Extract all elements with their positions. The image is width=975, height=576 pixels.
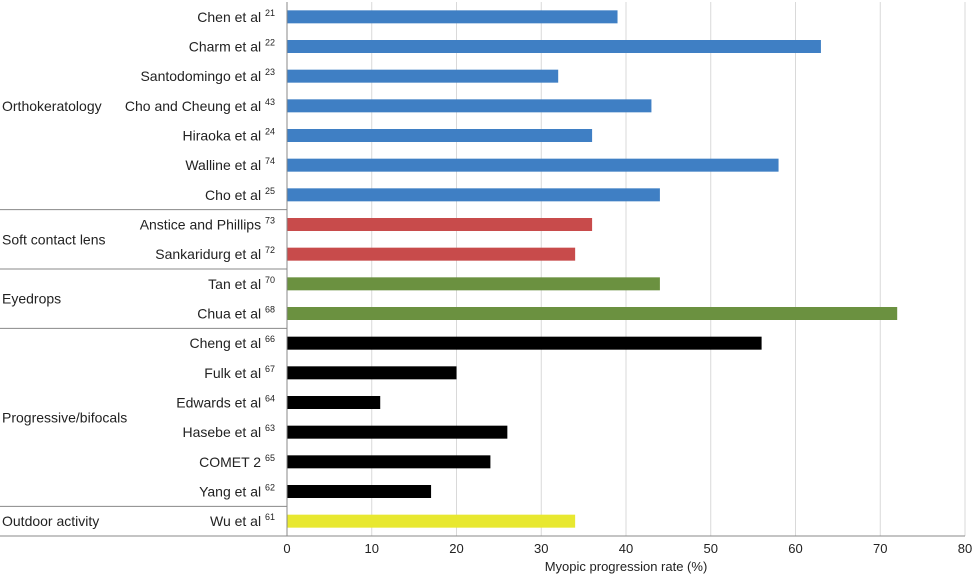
study-label: Chua et al 68 (197, 305, 275, 322)
x-tick-label: 0 (283, 541, 290, 556)
study-reference: 43 (265, 97, 275, 107)
group-separators (0, 209, 287, 537)
x-tick-label: 40 (619, 541, 633, 556)
study-label: Walline et al 74 (185, 156, 275, 173)
x-tick-label: 30 (534, 541, 548, 556)
study-label: Edwards et al 64 (176, 394, 275, 411)
study-name: Chua et al (197, 306, 265, 322)
study-label: Hasebe et al 63 (182, 423, 275, 440)
group-label: Outdoor activity (2, 513, 99, 529)
bar (287, 158, 779, 172)
study-label: COMET 2 65 (199, 453, 275, 470)
study-label: Anstice and Phillips 73 (140, 216, 275, 233)
group-label: Soft contact lens (2, 231, 106, 247)
study-reference: 64 (265, 394, 275, 404)
bar (287, 188, 660, 202)
study-reference: 68 (265, 305, 275, 315)
bar (287, 396, 381, 409)
study-label: Sankaridurg et al 72 (155, 245, 275, 262)
study-label: Yang et al 62 (199, 483, 275, 500)
bar (287, 247, 576, 261)
study-label: Hiraoka et al 24 (183, 127, 276, 144)
study-reference: 23 (265, 67, 275, 77)
study-name: Yang et al (199, 484, 265, 500)
group-labels: Orthokeratology Soft contact lens Eyedrops… (2, 98, 127, 529)
study-name: Cheng et al (189, 335, 265, 351)
study-reference: 21 (265, 8, 275, 18)
study-reference: 25 (265, 186, 275, 196)
study-label: Fulk et al 67 (204, 364, 275, 381)
bar (287, 218, 593, 231)
study-name: Fulk et al (204, 365, 265, 381)
bar (287, 485, 432, 498)
study-label: Santodomingo et al 23 (140, 67, 275, 84)
bar (287, 277, 660, 291)
study-label: Charm et al 22 (189, 38, 275, 55)
group-label: Orthokeratology (2, 98, 102, 114)
x-tick-label: 70 (873, 541, 887, 556)
study-reference: 24 (265, 127, 275, 137)
study-label: Tan et al 70 (208, 275, 275, 292)
study-reference: 74 (265, 156, 275, 166)
x-tick-label: 50 (704, 541, 718, 556)
study-name: Edwards et al (176, 395, 265, 411)
bar (287, 455, 491, 469)
study-name: Sankaridurg et al (155, 246, 265, 262)
study-reference: 61 (265, 512, 275, 522)
x-axis: 0 10 20 30 40 50 60 70 80 (283, 2, 972, 556)
study-label: Chen et al 21 (197, 8, 275, 25)
study-reference: 22 (265, 38, 275, 48)
bars (287, 10, 898, 528)
study-reference: 73 (265, 216, 275, 226)
bar (287, 425, 508, 439)
bar (287, 336, 762, 350)
bar (287, 307, 898, 320)
study-name: Cho and Cheung et al (125, 98, 265, 114)
bar (287, 514, 576, 528)
x-tick-label: 10 (365, 541, 379, 556)
study-labels: Chen et al 21 Charm et al 22 Santodomingo … (125, 8, 275, 529)
study-label: Cho and Cheung et al 43 (125, 97, 275, 114)
study-name: Chen et al (197, 9, 265, 25)
group-label: Progressive/bifocals (2, 409, 127, 425)
study-name: COMET 2 (199, 454, 265, 470)
study-name: Tan et al (208, 276, 265, 292)
study-name: Charm et al (189, 39, 265, 55)
bar (287, 366, 457, 380)
study-reference: 67 (265, 364, 275, 374)
bar (287, 40, 821, 53)
study-name: Santodomingo et al (140, 68, 265, 84)
bar (287, 99, 652, 113)
bar (287, 129, 593, 142)
study-name: Walline et al (185, 157, 265, 173)
study-name: Cho et al (205, 187, 265, 203)
bar (287, 10, 618, 24)
study-name: Anstice and Phillips (140, 217, 265, 233)
study-reference: 66 (265, 334, 275, 344)
x-tick-label: 80 (958, 541, 972, 556)
group-label: Eyedrops (2, 291, 61, 307)
x-tick-label: 60 (788, 541, 802, 556)
x-tick-label: 20 (449, 541, 463, 556)
bar (287, 69, 559, 83)
study-reference: 65 (265, 453, 275, 463)
study-label: Cheng et al 66 (189, 334, 275, 351)
study-label: Cho et al 25 (205, 186, 275, 203)
study-reference: 63 (265, 423, 275, 433)
study-reference: 70 (265, 275, 275, 285)
study-label: Wu et al 61 (210, 512, 275, 529)
study-name: Hiraoka et al (183, 128, 265, 144)
grid-layer (371, 2, 966, 536)
study-reference: 62 (265, 483, 275, 493)
x-axis-label: Myopic progression rate (%) (545, 559, 708, 574)
study-name: Hasebe et al (182, 424, 265, 440)
study-reference: 72 (265, 245, 275, 255)
study-name: Wu et al (210, 513, 265, 529)
